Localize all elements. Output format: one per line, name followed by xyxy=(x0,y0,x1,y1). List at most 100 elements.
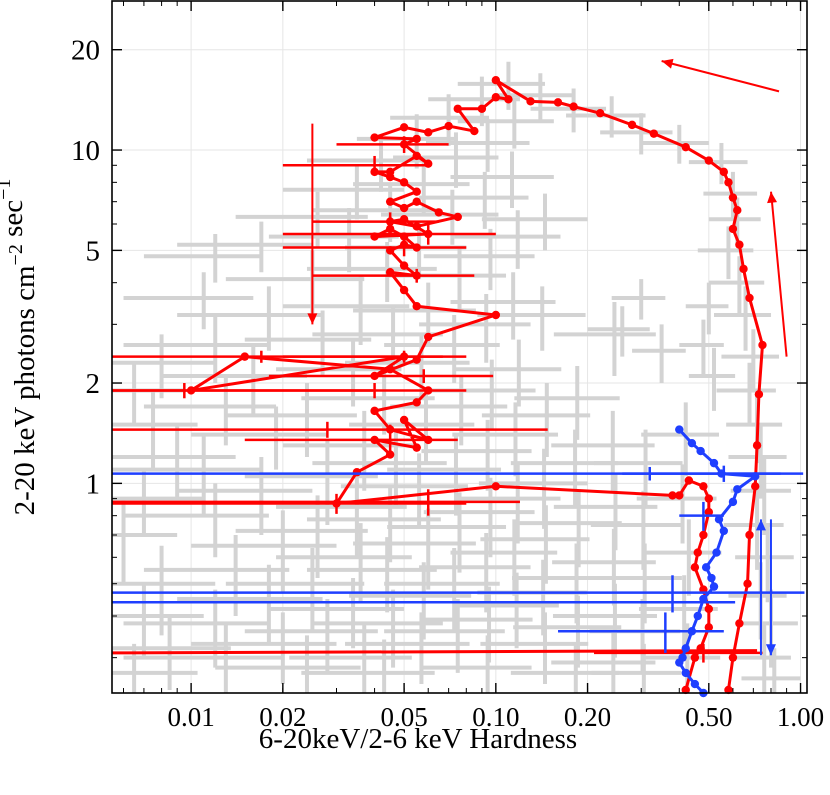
red-track-point xyxy=(453,212,462,222)
background-points-layer xyxy=(112,61,801,693)
x-tick-label: 0.01 xyxy=(167,702,214,732)
red-track-point xyxy=(569,102,578,111)
red-track-point xyxy=(504,95,513,104)
red-track-point xyxy=(728,193,738,202)
red-track-point xyxy=(399,352,409,361)
red-track-point xyxy=(412,243,421,252)
red-track-point xyxy=(352,468,362,477)
blue-track-point xyxy=(699,594,708,604)
red-track-point xyxy=(385,268,395,277)
red-track-point xyxy=(728,653,738,662)
red-track-point xyxy=(385,167,395,177)
red-long-errorbar xyxy=(111,649,758,655)
red-track-point xyxy=(385,197,395,206)
red-track-point xyxy=(424,128,433,137)
red-track-point xyxy=(751,482,760,491)
red-track-point xyxy=(399,140,409,149)
red-track-point xyxy=(553,98,563,107)
red-track-point xyxy=(412,302,421,311)
red-track-point xyxy=(704,507,714,517)
blue-track-point xyxy=(681,668,690,678)
x-axis-label: 6-20keV/2-6 keV Hardness xyxy=(259,723,577,755)
y-tick-label: 2 xyxy=(86,368,101,400)
x-tick-label: 0.50 xyxy=(685,702,732,732)
red-track-point xyxy=(399,123,409,132)
red-track-point xyxy=(412,197,421,206)
red-track-point xyxy=(399,215,409,224)
blue-track-point xyxy=(693,611,702,621)
red-track-point xyxy=(470,126,479,136)
red-track-point xyxy=(668,491,677,500)
red-track-point xyxy=(370,167,379,177)
blue-track-point xyxy=(707,573,716,583)
red-track-point xyxy=(424,386,433,395)
red-track-point xyxy=(399,415,409,425)
red-track-point xyxy=(412,134,421,144)
blue-arrow-head-up xyxy=(755,519,766,531)
y-axis-label: 2-20 keV photons cm−2 sec−1 xyxy=(0,179,41,516)
red-track-point xyxy=(754,390,764,399)
red-track-point xyxy=(675,491,684,500)
blue-track-point xyxy=(675,425,684,434)
red-track-point xyxy=(477,104,487,113)
red-track-point xyxy=(699,482,708,491)
red-track-point xyxy=(399,240,409,249)
red-track-point xyxy=(728,224,738,234)
red-track-point xyxy=(704,604,714,614)
blue-track-point xyxy=(719,526,729,536)
red-track-point xyxy=(332,499,341,508)
red-arrow-shaft xyxy=(770,191,788,357)
red-track-point xyxy=(595,108,605,118)
red-track-point xyxy=(735,240,744,249)
red-track-point xyxy=(412,187,421,196)
x-tick-label: 0.05 xyxy=(380,702,427,732)
red-track-point xyxy=(491,310,501,320)
y-axis-label-part: −1 xyxy=(0,179,15,200)
red-track-point xyxy=(424,159,433,168)
red-track-point xyxy=(370,435,379,445)
y-tick-label: 20 xyxy=(71,35,100,67)
x-tick-label: 0.20 xyxy=(564,702,611,732)
red-track-layer xyxy=(111,76,767,695)
blue-track-point xyxy=(709,458,719,468)
blue-track-layer xyxy=(112,425,805,698)
red-track-point xyxy=(693,548,702,557)
blue-track-point xyxy=(709,582,719,591)
red-track-point xyxy=(704,623,714,632)
red-track-point xyxy=(385,246,395,255)
x-tick-label: 0.02 xyxy=(259,702,306,732)
blue-track-point xyxy=(701,563,711,572)
blue-track-point xyxy=(696,446,705,456)
y-axis-label-part: 2-20 keV photons cm xyxy=(9,265,41,515)
red-track-point xyxy=(412,355,421,364)
red-track-point xyxy=(444,121,453,131)
red-track-point xyxy=(370,406,379,416)
red-track-point xyxy=(752,441,762,450)
red-track-point xyxy=(758,340,767,350)
red-track-point xyxy=(724,178,733,187)
red-track-point xyxy=(385,425,395,434)
red-arrow-shaft xyxy=(661,60,780,93)
blue-track-point xyxy=(681,644,690,653)
red-track-point xyxy=(690,563,700,572)
y-axis-label-part: sec xyxy=(0,200,29,244)
red-track-point xyxy=(704,494,714,503)
blue-track-point xyxy=(690,679,700,689)
red-track-point xyxy=(399,203,409,213)
red-track-point xyxy=(491,482,501,491)
red-track-point xyxy=(424,332,433,342)
y-axis-label-part: −2 xyxy=(5,244,27,265)
red-track-point xyxy=(370,133,379,142)
red-track-point xyxy=(412,398,421,407)
red-track-point xyxy=(370,371,379,381)
red-track-point xyxy=(724,685,733,695)
red-track-point xyxy=(699,530,708,540)
plot-frame xyxy=(111,0,808,694)
red-track-point xyxy=(399,232,409,241)
red-track-point xyxy=(424,435,433,445)
red-track-point xyxy=(385,224,395,234)
red-track-point xyxy=(681,685,690,695)
red-track-point xyxy=(385,217,395,226)
